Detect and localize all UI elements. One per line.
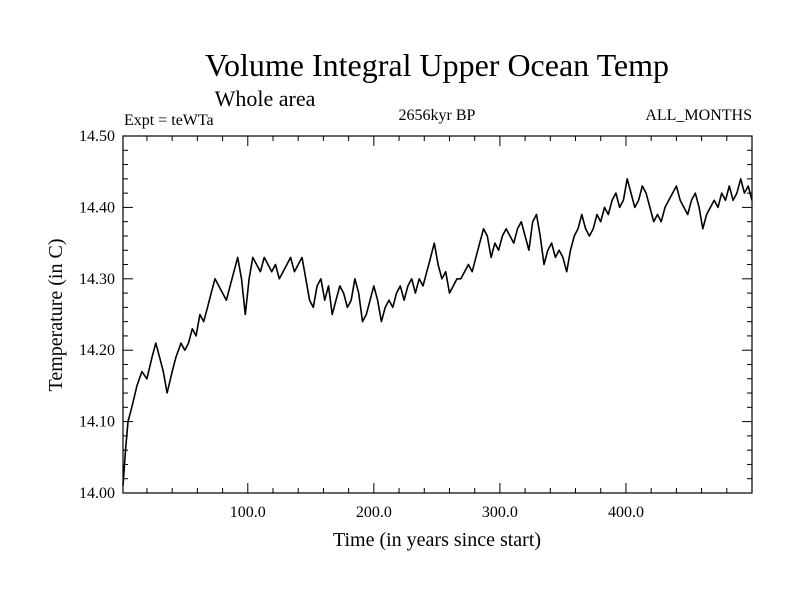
chart-subtitle: Whole area (215, 86, 316, 111)
x-axis-label: Time (in years since start) (333, 529, 541, 551)
months-label: ALL_MONTHS (645, 107, 752, 124)
x-tick-label: 400.0 (608, 504, 644, 521)
x-tick-label: 200.0 (356, 504, 392, 521)
x-tick-label: 100.0 (230, 504, 266, 521)
y-tick-label: 14.00 (79, 485, 115, 502)
y-tick-label: 14.10 (79, 414, 115, 431)
axis-ticks (123, 135, 752, 494)
y-tick-label: 14.50 (79, 128, 115, 145)
y-tick-label: 14.40 (79, 199, 115, 216)
x-tick-label: 300.0 (482, 504, 518, 521)
chart-title: Volume Integral Upper Ocean Temp (205, 47, 669, 83)
y-axis-label: Temperature (in C) (45, 239, 67, 392)
temperature-series-line (122, 178, 753, 486)
y-tick-label: 14.20 (79, 342, 115, 359)
period-label: 2656kyr BP (399, 107, 476, 124)
y-tick-labels: 14.00 14.10 14.20 14.30 14.40 14.50 (79, 128, 115, 502)
x-tick-labels: 100.0 200.0 300.0 400.0 (230, 504, 644, 521)
plot-frame (122, 135, 753, 494)
y-tick-label: 14.30 (79, 271, 115, 288)
experiment-label: Expt = teWTa (124, 112, 214, 129)
